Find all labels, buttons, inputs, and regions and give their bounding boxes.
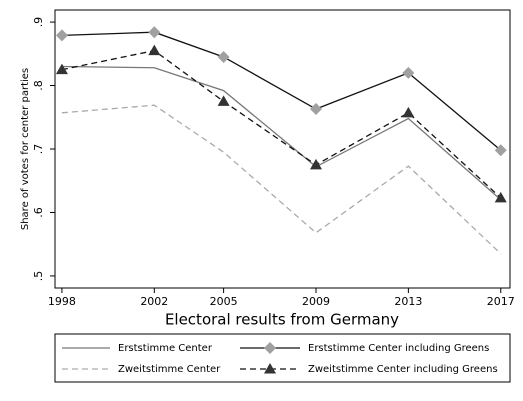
marker: [402, 106, 415, 118]
x-tick-label: 1998: [48, 295, 76, 308]
y-tick-label: .8: [32, 80, 45, 91]
x-tick-label: 2017: [487, 295, 515, 308]
legend-frame: [54, 333, 511, 383]
series-line: [61, 49, 502, 199]
series-line: [61, 31, 502, 151]
y-tick-label: .9: [32, 17, 45, 28]
plot-frame: [54, 9, 511, 289]
marker: [309, 103, 322, 116]
x-tick-label: 2002: [140, 295, 168, 308]
marker: [264, 342, 276, 354]
x-tick-label: 2005: [210, 295, 238, 308]
y-axis-label: Share of votes for center parties: [20, 68, 31, 230]
marker: [217, 50, 230, 63]
marker: [494, 144, 507, 157]
series-line: [61, 65, 502, 201]
marker: [217, 95, 230, 106]
marker: [494, 191, 507, 203]
y-tick-label: .5: [32, 271, 45, 282]
marker: [402, 66, 415, 79]
legend-label: Zweitstimme Center: [118, 364, 221, 375]
x-tick-label: 2009: [302, 295, 330, 308]
marker: [55, 63, 68, 75]
legend-label: Erststimme Center including Greens: [308, 343, 489, 354]
series-line: [61, 104, 502, 255]
y-tick-label: .7: [32, 144, 45, 155]
marker: [148, 26, 161, 39]
marker: [309, 158, 322, 170]
x-axis-label: Electoral results from Germany: [165, 311, 399, 329]
legend-label: Zweitstimme Center including Greens: [308, 364, 498, 375]
marker: [55, 29, 68, 42]
y-tick-label: .6: [32, 207, 45, 218]
legend-label: Erststimme Center: [118, 343, 213, 354]
x-tick-label: 2013: [394, 295, 422, 308]
marker: [264, 363, 276, 374]
marker: [148, 44, 161, 56]
